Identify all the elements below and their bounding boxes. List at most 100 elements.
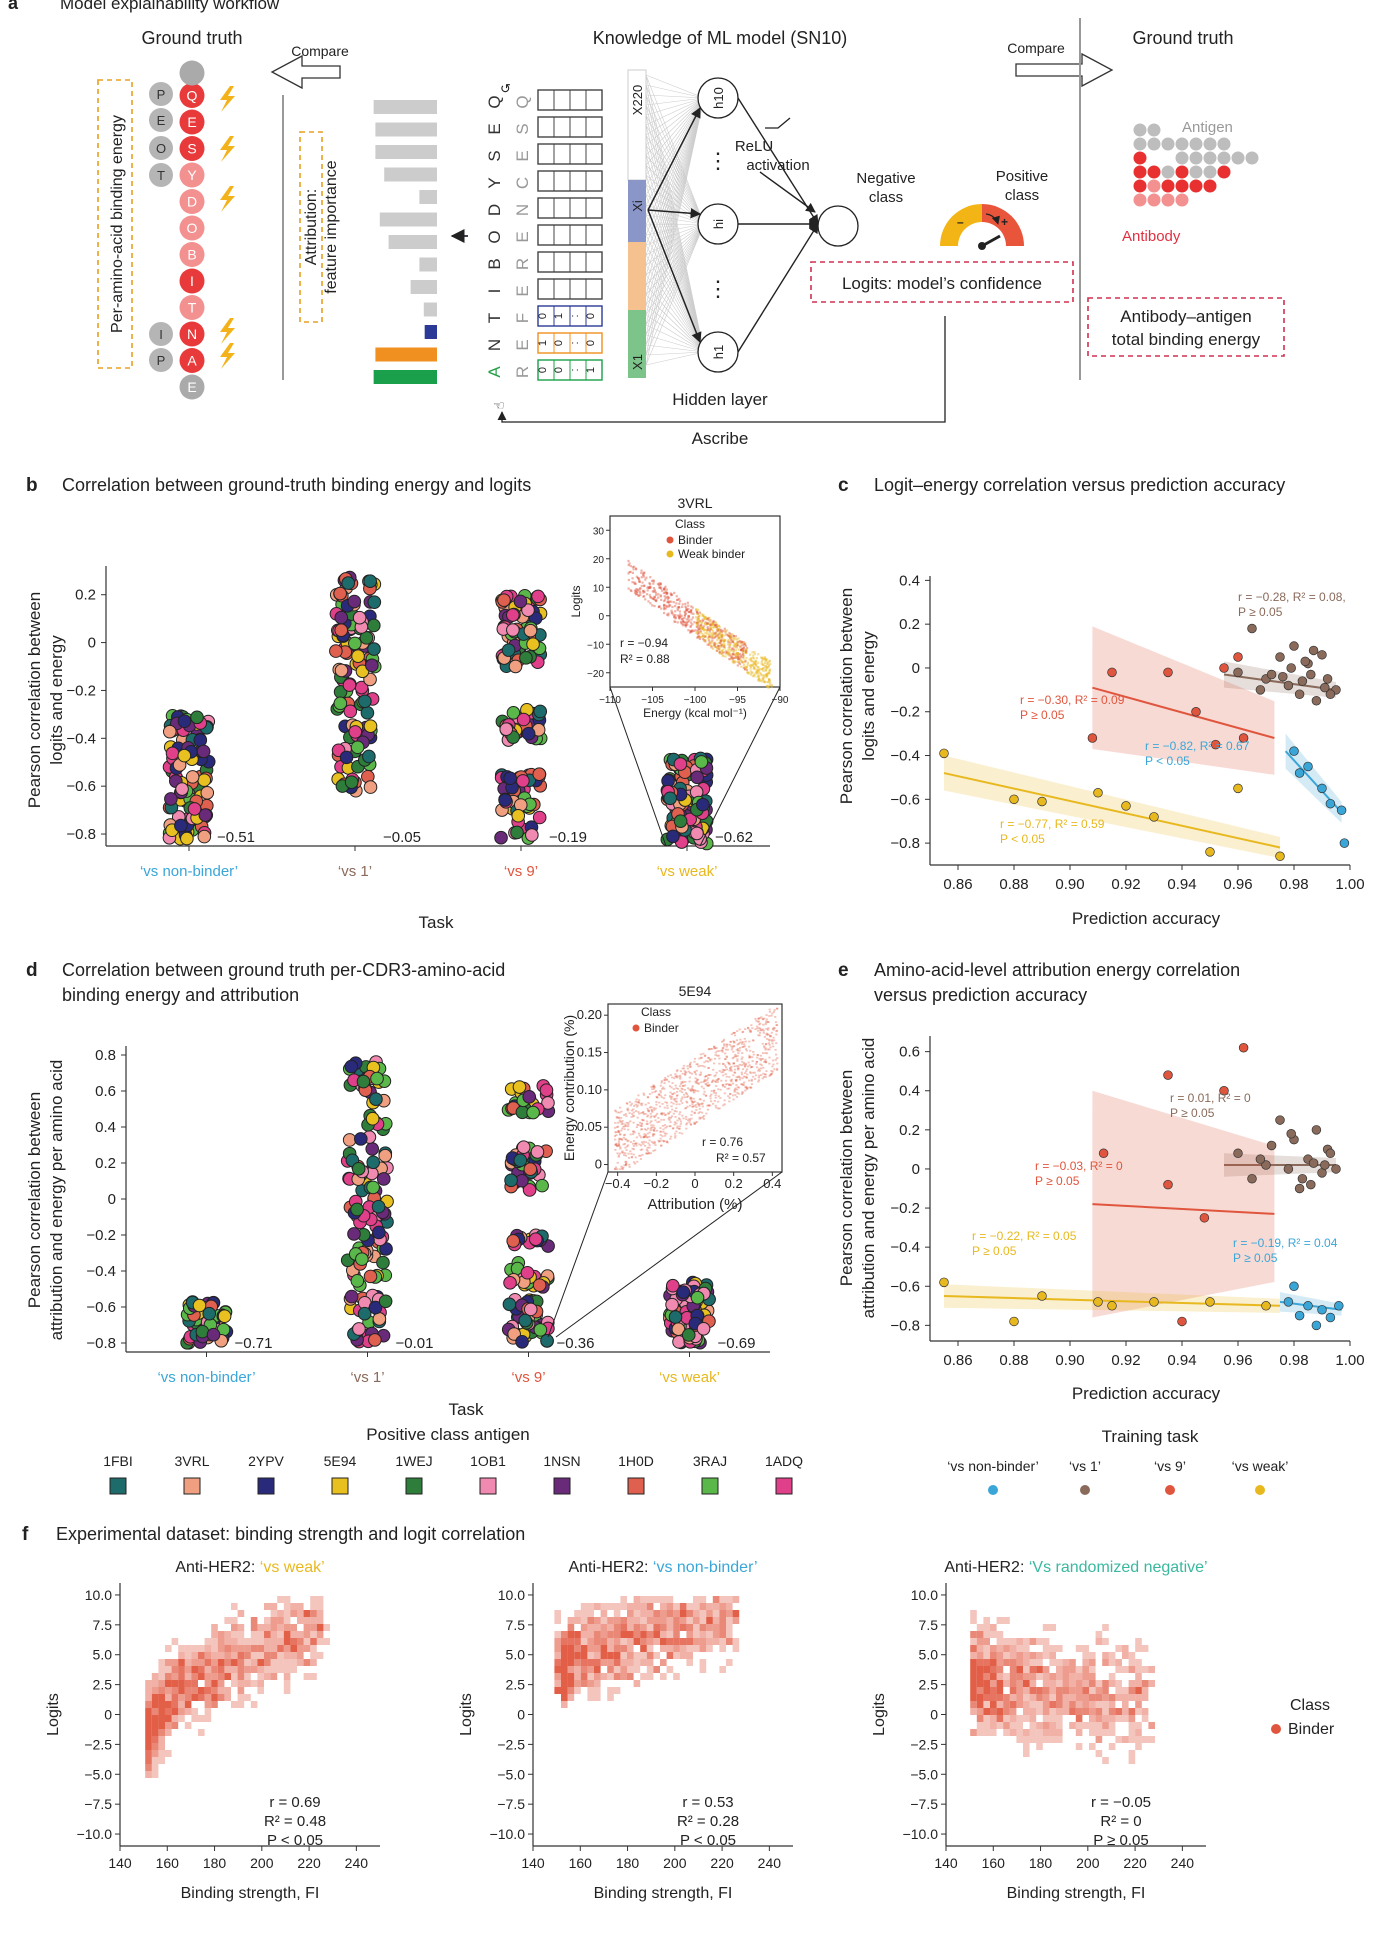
heatmap-cell [719, 1624, 726, 1631]
inset-legend-marker [666, 550, 674, 558]
inset-point [644, 1103, 647, 1106]
inset-point [691, 630, 694, 633]
heatmap-cell [574, 1673, 581, 1680]
heatmap-cell [594, 1687, 601, 1694]
inset-point [733, 1088, 737, 1091]
fit-stat: P ≥ 0.05 [1020, 708, 1065, 722]
inset-point [721, 1068, 724, 1071]
inset-point [689, 630, 693, 633]
strip-point [510, 825, 524, 840]
inset-point [678, 597, 681, 600]
heatmap-cell [1023, 1673, 1030, 1680]
strip-point [359, 631, 374, 645]
heatmap-xlabel: Binding strength, FI [1007, 1885, 1146, 1902]
heatmap-cell [1102, 1659, 1109, 1666]
inset-point [708, 1048, 711, 1051]
heatmap-cell [264, 1666, 271, 1673]
inset-point [714, 621, 717, 624]
inset-point [681, 1096, 684, 1099]
inset-point [749, 1049, 752, 1052]
inset-point [689, 1096, 692, 1099]
inset-point [732, 1074, 735, 1077]
antigen-residue [1245, 151, 1259, 165]
inset-point [715, 1085, 718, 1087]
heatmap-cell [151, 1729, 159, 1736]
heatmap-cell [1135, 1743, 1142, 1750]
inset-point [667, 1075, 670, 1078]
y-tick-label: −0.4 [66, 730, 96, 747]
heatmap-cell [303, 1624, 311, 1631]
inset-point [734, 1053, 737, 1056]
heatmap-cell [666, 1617, 674, 1624]
inset-point [639, 1158, 643, 1160]
accuracy-point [1325, 1312, 1336, 1323]
heatmap-cell [283, 1596, 291, 1603]
heatmap-cell [250, 1666, 258, 1673]
heatmap-cell [1069, 1687, 1076, 1694]
inset-point [642, 1119, 645, 1122]
ascribe-line [497, 316, 946, 423]
heatmap-cell [1115, 1645, 1122, 1652]
inset-point [697, 1112, 700, 1115]
inset-point [695, 623, 699, 626]
inset-point [741, 660, 744, 663]
inset-point [740, 1064, 743, 1067]
heatmap-cell [1009, 1729, 1017, 1736]
inset-point [699, 630, 702, 633]
heatmap-cell [1148, 1736, 1155, 1743]
task-legend-label: ‘vs non-binder’ [947, 1458, 1039, 1474]
heatmap-cell [600, 1610, 608, 1617]
inset-point [684, 1081, 687, 1083]
heatmap-cell [970, 1659, 977, 1666]
inset-point [736, 660, 739, 663]
inset-point [699, 1053, 703, 1056]
inset-point [730, 1048, 733, 1051]
inset-point [655, 593, 658, 596]
antibody-residue [1203, 179, 1217, 193]
strip-point [668, 1310, 683, 1324]
inset-point [770, 684, 773, 687]
heatmap-cell [1042, 1645, 1050, 1652]
antigen-legend-swatch [775, 1477, 793, 1495]
strip-point [378, 1294, 393, 1309]
heatmap-cell [145, 1757, 152, 1764]
inset-point [713, 641, 716, 645]
inset-point [706, 622, 709, 625]
heatmap-cell [640, 1652, 647, 1659]
inset-point [703, 639, 706, 642]
heatmap-cell [990, 1701, 997, 1708]
inset-point [768, 1038, 771, 1041]
heatmap-cell [640, 1659, 647, 1666]
inset-point [773, 1009, 776, 1011]
heatmap-cell [217, 1659, 225, 1666]
inset-point [721, 651, 724, 654]
inset-point [752, 666, 756, 670]
inset-point [726, 1048, 729, 1051]
heatmap-cell [151, 1701, 159, 1708]
heatmap-cell [567, 1694, 575, 1701]
heatmap-cell [283, 1659, 291, 1666]
inset-point [744, 644, 747, 647]
heatmap-cell [627, 1659, 634, 1666]
heatmap-cell [1115, 1687, 1122, 1694]
inset-point [760, 662, 763, 666]
heatmap-cell [561, 1701, 568, 1708]
accuracy-point [1233, 667, 1243, 678]
side-circle [149, 322, 173, 346]
inset-point [707, 617, 710, 620]
inset-point [653, 1133, 656, 1136]
inset-point [657, 593, 660, 596]
heatmap-cell [1023, 1694, 1030, 1701]
inset-point [697, 623, 700, 626]
inset-point [695, 622, 699, 625]
heatmap-cell [237, 1652, 245, 1659]
heatmap-cell [204, 1708, 212, 1715]
heatmap-cell [1122, 1652, 1129, 1659]
inset-point [716, 639, 719, 642]
attribution-bars [373, 100, 437, 384]
inset-point [678, 610, 682, 613]
y-tick-label: 0.2 [899, 616, 920, 633]
inset-point [708, 1058, 711, 1061]
heatmap-cell [976, 1687, 984, 1694]
inset-point [768, 671, 771, 674]
